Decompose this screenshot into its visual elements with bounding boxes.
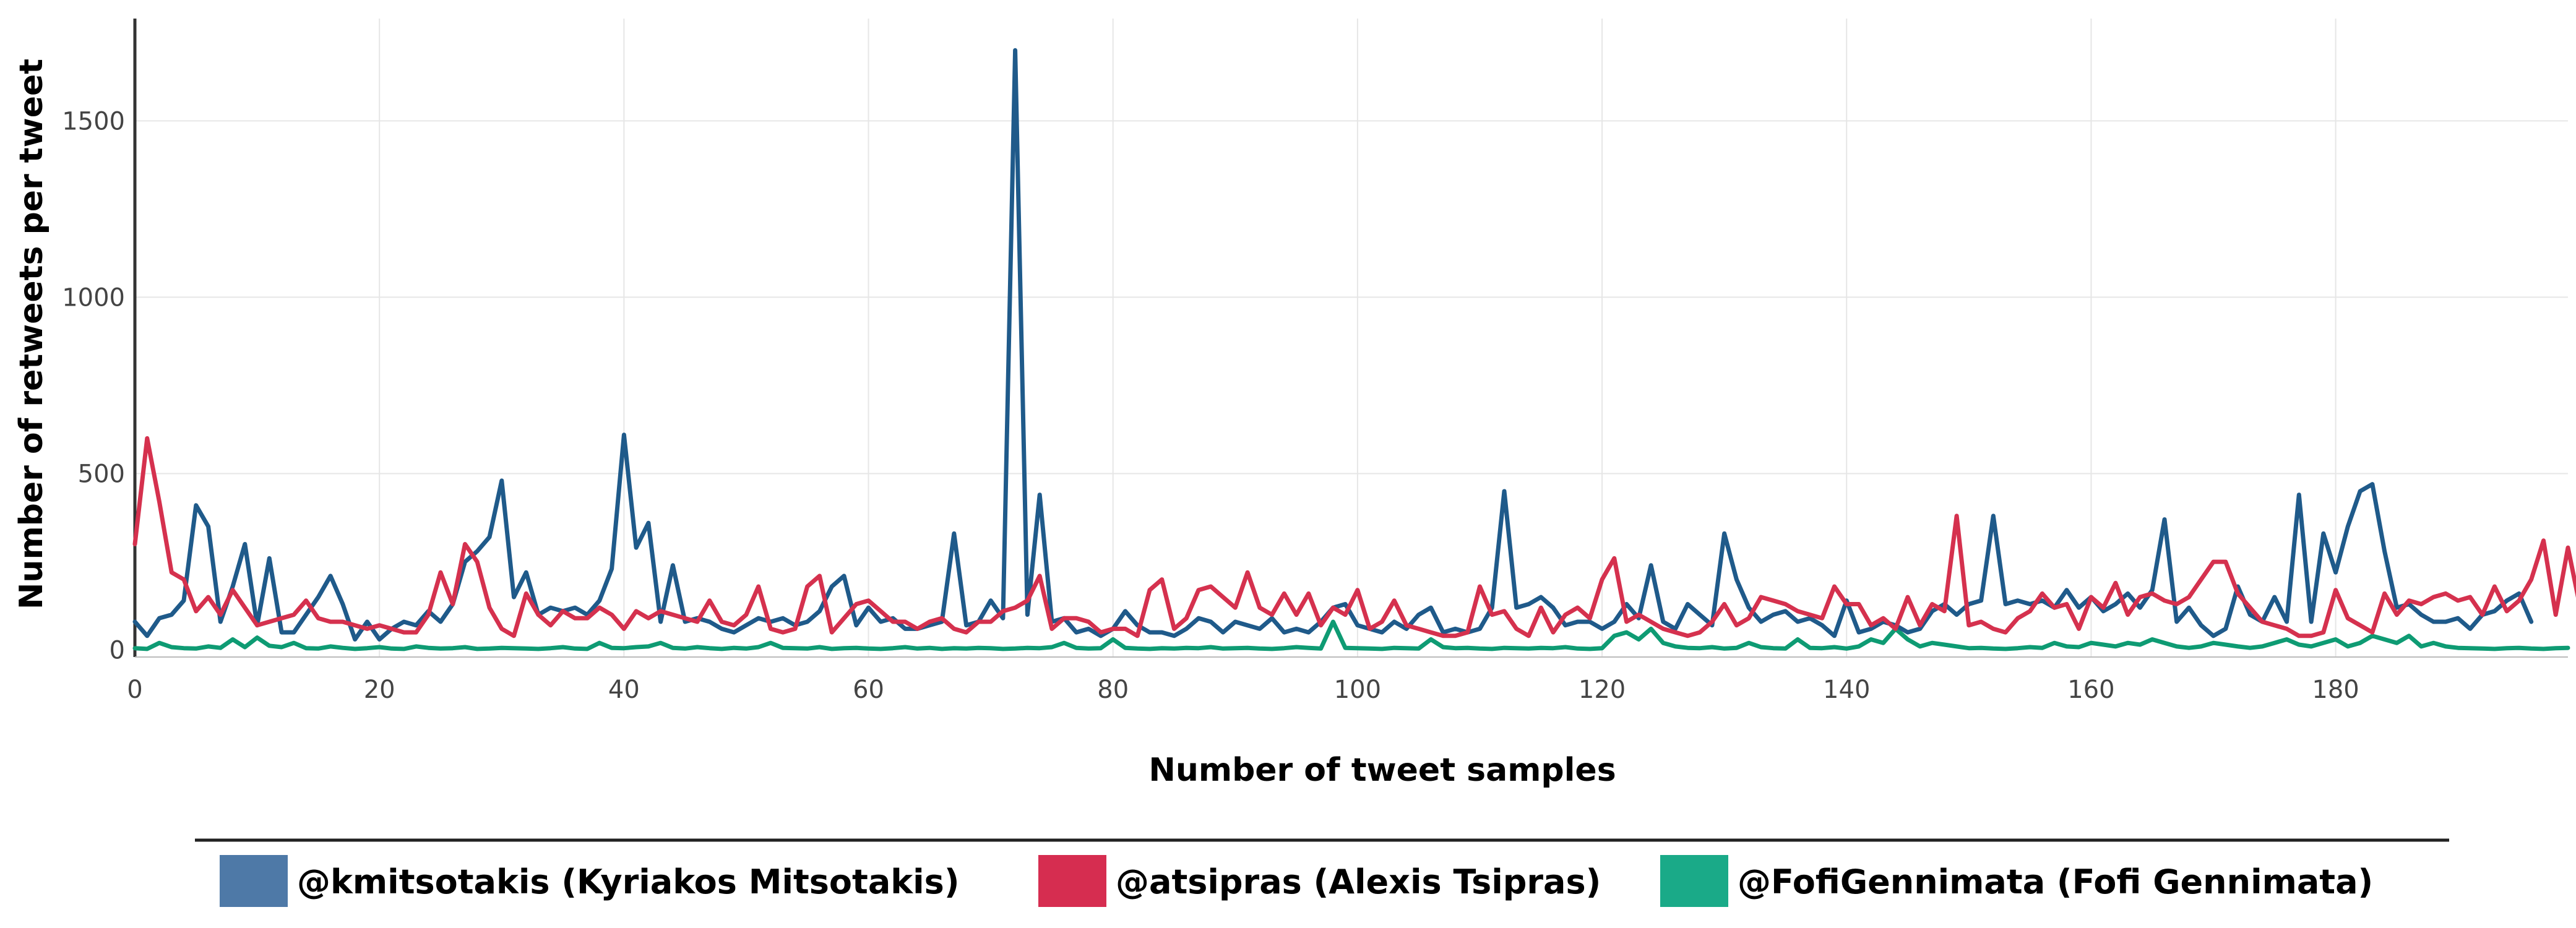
legend-label: @FofiGennimata (Fofi Gennimata) [1738,862,2373,901]
legend-label: @atsipras (Alexis Tsipras) [1116,862,1601,901]
x-tick-label: 100 [1334,676,1381,704]
x-tick-label: 140 [1823,676,1870,704]
series-lines [132,48,2576,651]
y-tick-label: 500 [78,460,125,489]
legend-item: @FofiGennimata (Fofi Gennimata) [1660,855,2373,907]
x-tick-label: 0 [127,676,142,704]
series-line-2 [132,619,2570,651]
x-tick-label: 120 [1579,676,1626,704]
legend-swatch [1038,855,1106,907]
legend-label: @kmitsotakis (Kyriakos Mitsotakis) [297,862,960,901]
x-tick-label: 80 [1097,676,1129,704]
x-axis-title: Number of tweet samples [1148,752,1616,789]
grid [135,19,2568,657]
legend-swatch [220,855,288,907]
legend-item: @atsipras (Alexis Tsipras) [1038,855,1601,907]
series-line-0 [132,48,2534,642]
y-tick-label: 1000 [62,283,125,312]
y-tick-label: 1500 [62,107,125,135]
tick-labels: 0 20 40 60 80 100 120 140 160 180 0 500 1000 1500 [62,107,2359,704]
x-tick-label: 160 [2067,676,2114,704]
series-line-1 [132,436,2576,638]
legend: @kmitsotakis (Kyriakos Mitsotakis) @atsip… [220,855,2373,907]
x-tick-label: 180 [2312,676,2359,704]
x-tick-label: 40 [608,676,640,704]
x-tick-label: 20 [364,676,395,704]
x-tick-label: 60 [853,676,884,704]
legend-swatch [1660,855,1728,907]
axes [133,19,2568,658]
y-tick-label: 0 [110,637,125,665]
y-axis-title: Number of retweets per tweet [13,59,50,609]
legend-item: @kmitsotakis (Kyriakos Mitsotakis) [220,855,960,907]
